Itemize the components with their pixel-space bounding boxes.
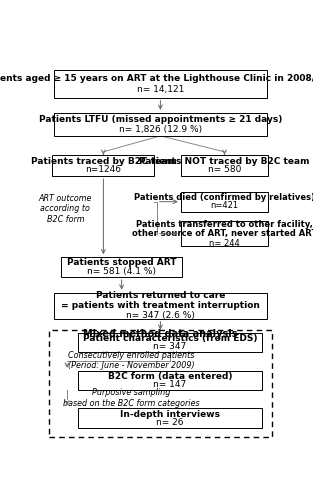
Bar bbox=[181, 192, 268, 212]
Bar bbox=[54, 292, 267, 318]
Text: n= 347: n= 347 bbox=[153, 342, 187, 350]
Text: Patient characteristics (from EDS): Patient characteristics (from EDS) bbox=[83, 334, 257, 342]
Text: Patients NOT traced by B2C team: Patients NOT traced by B2C team bbox=[139, 156, 310, 166]
Bar bbox=[181, 221, 268, 246]
Text: n= 14,121: n= 14,121 bbox=[137, 85, 184, 94]
Text: n= 147: n= 147 bbox=[153, 380, 187, 389]
Bar bbox=[54, 112, 267, 136]
Text: n= 244: n= 244 bbox=[209, 238, 240, 248]
Text: other source of ART, never started ART: other source of ART, never started ART bbox=[132, 229, 313, 238]
Text: In-depth interviews: In-depth interviews bbox=[120, 410, 220, 418]
Bar bbox=[78, 332, 262, 352]
Text: n=421: n=421 bbox=[210, 202, 239, 210]
Bar bbox=[78, 408, 262, 428]
Text: n= 347 (2.6 %): n= 347 (2.6 %) bbox=[126, 311, 195, 320]
Text: Patients aged ≥ 15 years on ART at the Lighthouse Clinic in 2008/2009: Patients aged ≥ 15 years on ART at the L… bbox=[0, 74, 313, 82]
Text: Patients died (confirmed by relatives): Patients died (confirmed by relatives) bbox=[134, 193, 313, 202]
Text: B2C form (data entered): B2C form (data entered) bbox=[108, 372, 232, 381]
Text: Purposive sampling
based on the B2C form categories: Purposive sampling based on the B2C form… bbox=[63, 388, 200, 407]
Text: Patients LTFU (missed appointments ≥ 21 days): Patients LTFU (missed appointments ≥ 21 … bbox=[39, 115, 282, 124]
Bar bbox=[78, 370, 262, 390]
Text: = patients with treatment interruption: = patients with treatment interruption bbox=[61, 301, 260, 310]
Bar bbox=[49, 330, 272, 436]
Text: n= 26: n= 26 bbox=[156, 418, 184, 426]
Text: Patients stopped ART: Patients stopped ART bbox=[67, 258, 176, 268]
Text: n= 580: n= 580 bbox=[208, 166, 241, 174]
Text: n=1246: n=1246 bbox=[85, 166, 121, 174]
Bar bbox=[53, 155, 154, 176]
Bar bbox=[54, 70, 267, 98]
Text: Patients traced by B2C team: Patients traced by B2C team bbox=[31, 156, 176, 166]
Text: Mixed method data analysis: Mixed method data analysis bbox=[83, 328, 238, 338]
Text: Consecutively enrolled patients
(Period: June - November 2009): Consecutively enrolled patients (Period:… bbox=[68, 350, 195, 370]
Bar bbox=[61, 257, 182, 277]
Text: Patients returned to care: Patients returned to care bbox=[96, 291, 225, 300]
Text: Patients transferred to other facility,: Patients transferred to other facility, bbox=[136, 220, 313, 228]
Text: n= 1,826 (12.9 %): n= 1,826 (12.9 %) bbox=[119, 124, 202, 134]
Text: n= 581 (4.1 %): n= 581 (4.1 %) bbox=[87, 267, 156, 276]
Bar bbox=[181, 155, 268, 176]
Text: ART outcome
according to
B2C form: ART outcome according to B2C form bbox=[38, 194, 92, 224]
